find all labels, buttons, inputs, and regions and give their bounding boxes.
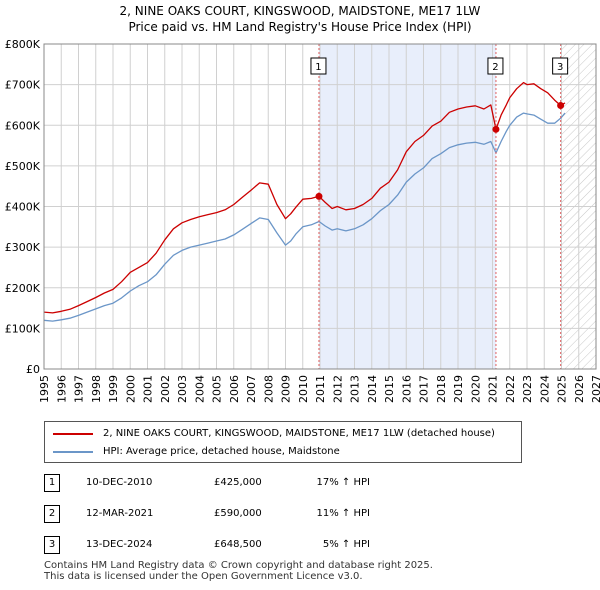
y-tick-label: £500K — [5, 160, 41, 173]
footer-copyright: Contains HM Land Registry data © Crown c… — [44, 560, 433, 571]
legend-label-property: 2, NINE OAKS COURT, KINGSWOOD, MAIDSTONE… — [103, 428, 495, 439]
y-tick-label: £200K — [5, 282, 41, 295]
x-tick-label: 2011 — [314, 375, 327, 403]
x-tick-label: 2025 — [556, 375, 569, 403]
x-tick-label: 2015 — [383, 375, 396, 403]
y-tick-label: £300K — [5, 241, 41, 254]
chart-subtitle: Price paid vs. HM Land Registry's House … — [128, 20, 472, 34]
transaction-date: 10-DEC-2010 — [86, 477, 153, 488]
x-tick-label: 1997 — [73, 375, 86, 403]
transaction-number: 2 — [44, 505, 60, 523]
sale-point — [557, 102, 565, 110]
x-tick-label: 2004 — [193, 375, 206, 403]
y-tick-label: £800K — [5, 38, 41, 51]
x-tick-label: 2023 — [521, 375, 534, 403]
x-tick-label: 2006 — [228, 375, 241, 403]
x-tick-label: 2017 — [418, 375, 431, 403]
x-tick-label: 2026 — [573, 375, 586, 403]
y-tick-label: £0 — [26, 363, 40, 376]
sale-label: 3 — [557, 62, 563, 73]
x-tick-label: 2012 — [331, 375, 344, 403]
chart-title-address: 2, NINE OAKS COURT, KINGSWOOD, MAIDSTONE… — [119, 4, 481, 18]
footer-licence: This data is licensed under the Open Gov… — [44, 571, 363, 582]
transaction-date: 13-DEC-2024 — [86, 539, 153, 550]
transaction-hpi-diff: 5% ↑ HPI — [322, 539, 370, 550]
x-tick-label: 2024 — [538, 375, 551, 403]
sale-label-box — [310, 57, 327, 75]
transaction-hpi-diff: 11% ↑ HPI — [316, 508, 370, 519]
x-tick-label: 1996 — [55, 375, 68, 403]
transaction-price: £590,000 — [214, 508, 262, 519]
transaction-row: 3 13-DEC-2024 £648,500 5% ↑ HPI — [0, 536, 600, 554]
transaction-price: £425,000 — [214, 477, 262, 488]
sale-label-box — [552, 57, 569, 75]
x-tick-label: 2020 — [469, 375, 482, 403]
sale-label: 1 — [315, 62, 321, 73]
y-tick-label: £400K — [5, 201, 41, 214]
x-tick-label: 2018 — [435, 375, 448, 403]
plot-border — [43, 43, 597, 370]
y-tick-label: £100K — [5, 322, 41, 335]
x-tick-label: 2027 — [590, 375, 600, 403]
transaction-hpi-diff: 17% ↑ HPI — [316, 477, 370, 488]
x-tick-label: 2009 — [280, 375, 293, 403]
x-tick-label: 2014 — [366, 375, 379, 403]
x-tick-label: 1999 — [107, 375, 120, 403]
x-tick-label: 1998 — [90, 375, 103, 403]
transaction-row: 2 12-MAR-2021 £590,000 11% ↑ HPI — [0, 505, 600, 523]
x-tick-label: 2002 — [159, 375, 172, 403]
transaction-price: £648,500 — [214, 539, 262, 550]
sale-point — [315, 192, 323, 200]
x-tick-label: 2016 — [400, 375, 413, 403]
x-tick-label: 2013 — [349, 375, 362, 403]
legend-swatch-property — [53, 433, 93, 435]
y-tick-label: £600K — [5, 119, 41, 132]
x-tick-label: 1995 — [38, 375, 51, 403]
hpi-line — [43, 112, 566, 322]
x-tick-label: 2019 — [452, 375, 465, 403]
transaction-date: 12-MAR-2021 — [86, 508, 154, 519]
x-tick-label: 2005 — [211, 375, 224, 403]
chart-legend: 2, NINE OAKS COURT, KINGSWOOD, MAIDSTONE… — [44, 421, 522, 463]
x-tick-label: 2022 — [504, 375, 517, 403]
x-tick-label: 2001 — [142, 375, 155, 403]
price-chart: 1 2 3 £0 £100K £200K £300K £400K £500K £600K £700… — [5, 38, 600, 403]
legend-label-hpi: HPI: Average price, detached house, Maid… — [103, 446, 340, 457]
sale-label-box — [487, 57, 504, 75]
transaction-number: 3 — [44, 536, 60, 554]
x-tick-label: 2010 — [297, 375, 310, 403]
x-tick-label: 2008 — [262, 375, 275, 403]
x-tick-label: 2000 — [124, 375, 137, 403]
sale-label: 2 — [492, 62, 498, 73]
property-price-line — [43, 81, 566, 314]
transaction-number: 1 — [44, 474, 60, 492]
legend-swatch-hpi — [53, 451, 93, 453]
x-tick-label: 2021 — [487, 375, 500, 403]
x-tick-label: 2003 — [176, 375, 189, 403]
x-tick-label: 2007 — [245, 375, 258, 403]
y-tick-label: £700K — [5, 79, 41, 92]
sale-point — [492, 125, 500, 133]
transaction-row: 1 10-DEC-2010 £425,000 17% ↑ HPI — [0, 474, 600, 492]
